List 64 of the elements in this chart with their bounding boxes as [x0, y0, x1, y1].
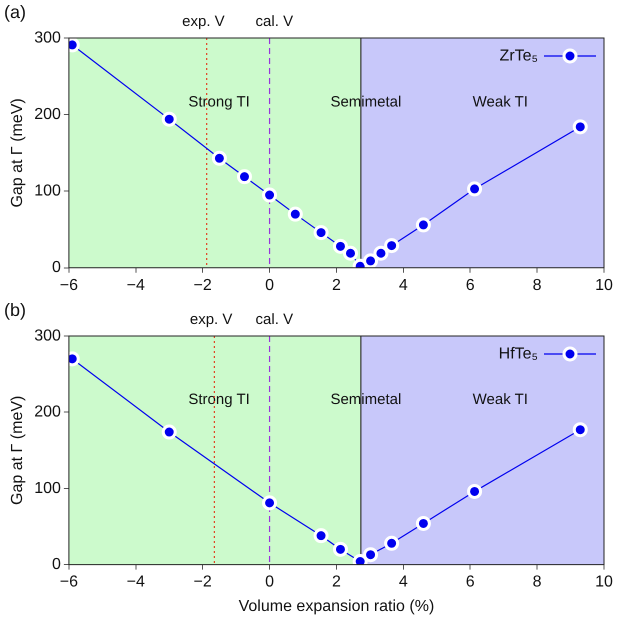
chart-title: (b)	[4, 300, 26, 320]
point	[288, 206, 303, 222]
y-tick-label: 0	[52, 259, 61, 276]
chart-title: (a)	[4, 2, 26, 22]
point	[467, 484, 482, 499]
x-tick-label: −6	[60, 574, 78, 591]
point	[416, 516, 431, 531]
x-tick-label: 4	[398, 574, 408, 591]
band-label: Strong TI	[188, 391, 250, 408]
point	[363, 547, 378, 562]
point	[314, 528, 329, 544]
point	[467, 181, 482, 196]
legend-label: HfTe₅	[498, 345, 538, 362]
ref-line-label: cal. V	[256, 13, 294, 30]
x-tick-label: 0	[265, 276, 274, 294]
point	[416, 217, 431, 232]
x-tick-label: 8	[532, 276, 542, 294]
y-tick-label: 300	[34, 327, 61, 344]
x-tick-label: 0	[265, 574, 274, 591]
point	[212, 150, 227, 166]
x-tick-label: −4	[126, 276, 145, 294]
point	[384, 536, 400, 551]
x-tick-label: 8	[532, 574, 542, 591]
y-tick-label: 200	[34, 404, 61, 421]
x-tick-label: −6	[60, 276, 78, 294]
point	[572, 119, 588, 134]
ref-line-label: exp. V	[182, 13, 225, 30]
band-label: Weak TI	[472, 391, 528, 408]
point	[373, 246, 388, 261]
point	[314, 225, 329, 240]
x-tick-label: 4	[398, 276, 408, 294]
x-tick-label: 10	[595, 574, 613, 591]
legend-label: ZrTe₅	[500, 47, 538, 64]
point	[332, 238, 348, 254]
y-tick-label: 100	[34, 480, 61, 497]
point	[572, 422, 588, 438]
x-tick-label: −2	[194, 574, 212, 591]
band-label: Weak TI	[472, 93, 528, 110]
point	[162, 424, 177, 440]
x-tick-label: 2	[332, 276, 341, 294]
point	[162, 112, 177, 127]
band-label: Strong TI	[188, 93, 250, 110]
point	[236, 169, 252, 184]
y-tick-label: 300	[34, 29, 61, 46]
x-axis-title: Volume expansion ratio (%)	[238, 598, 434, 615]
y-tick-label: 0	[52, 556, 61, 574]
y-axis-title: Gap at Γ (meV)	[9, 98, 26, 208]
x-tick-label: 2	[332, 574, 341, 591]
x-tick-label: −4	[126, 574, 145, 591]
x-tick-label: 10	[595, 276, 613, 294]
point	[262, 495, 278, 510]
y-tick-label: 200	[34, 106, 61, 124]
x-tick-label: 6	[466, 574, 475, 591]
point	[363, 253, 378, 268]
point	[342, 246, 358, 261]
point	[384, 238, 400, 254]
point	[262, 188, 278, 203]
ref-line-label: cal. V	[256, 311, 294, 328]
ref-line-label: exp. V	[190, 311, 232, 328]
y-axis-title: Gap at Γ (meV)	[9, 396, 26, 505]
y-tick-label: 100	[34, 182, 61, 200]
x-tick-label: 6	[466, 276, 475, 294]
x-tick-label: −2	[194, 276, 212, 294]
point	[332, 542, 348, 557]
